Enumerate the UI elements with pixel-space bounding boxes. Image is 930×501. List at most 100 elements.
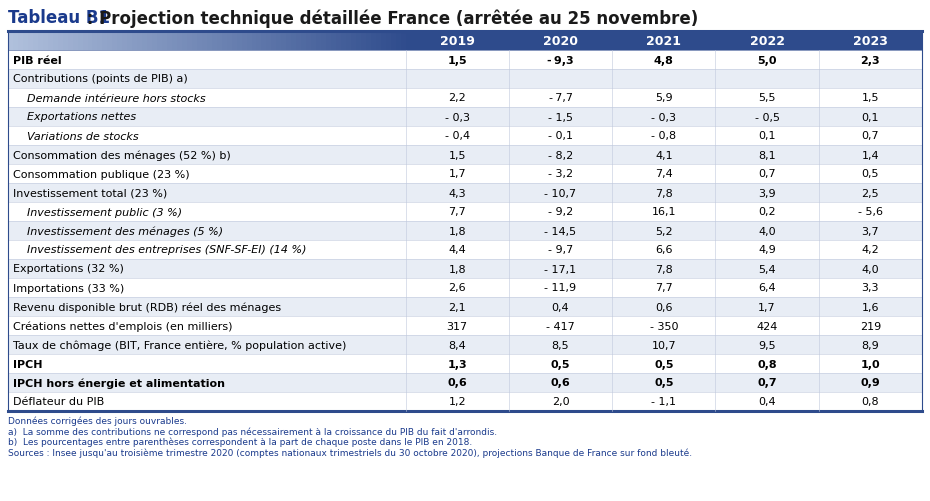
Bar [8, 32, 13, 51]
Bar [8, 127, 922, 146]
Bar [8, 184, 922, 202]
Bar [715, 32, 818, 51]
Bar [92, 32, 98, 51]
Text: 2020: 2020 [543, 35, 578, 48]
Bar [8, 51, 922, 70]
Text: - 5,6: - 5,6 [857, 207, 883, 217]
Text: Consommation des ménages (52 %) b): Consommation des ménages (52 %) b) [13, 150, 231, 160]
Bar [8, 146, 922, 165]
Text: 8,4: 8,4 [448, 340, 466, 350]
Bar [386, 32, 391, 51]
Text: 0,8: 0,8 [757, 359, 777, 369]
Text: 0,5: 0,5 [654, 378, 673, 388]
Text: - 14,5: - 14,5 [544, 226, 577, 236]
Text: Exportations nettes: Exportations nettes [27, 112, 136, 122]
Bar [331, 32, 336, 51]
Bar [13, 32, 18, 51]
Text: - 0,1: - 0,1 [548, 131, 573, 141]
Text: Investissement public (3 %): Investissement public (3 %) [27, 207, 182, 217]
Bar [127, 32, 132, 51]
Bar [217, 32, 221, 51]
Bar [276, 32, 282, 51]
Bar [8, 373, 922, 392]
Bar [38, 32, 43, 51]
Text: 3,9: 3,9 [758, 188, 776, 198]
Text: 4,8: 4,8 [654, 56, 673, 65]
Text: 0,6: 0,6 [655, 302, 672, 312]
Text: Investissement des ménages (5 %): Investissement des ménages (5 %) [27, 226, 223, 236]
Text: 8,5: 8,5 [551, 340, 569, 350]
Bar [43, 32, 47, 51]
Bar [212, 32, 217, 51]
Text: 7,8: 7,8 [655, 264, 672, 274]
Text: 2023: 2023 [853, 35, 888, 48]
Text: 1,7: 1,7 [758, 302, 776, 312]
Bar [221, 32, 227, 51]
Text: - 7,7: - 7,7 [549, 93, 573, 103]
Text: 1,0: 1,0 [860, 359, 880, 369]
Text: 4,2: 4,2 [861, 245, 879, 255]
Text: - 3,2: - 3,2 [548, 169, 573, 179]
Bar [8, 165, 922, 184]
Text: 2,6: 2,6 [448, 283, 466, 293]
Bar [113, 32, 117, 51]
Bar [509, 32, 612, 51]
Bar [147, 32, 153, 51]
Bar [301, 32, 306, 51]
Text: 8,1: 8,1 [758, 150, 776, 160]
Text: Créations nettes d'emplois (en milliers): Créations nettes d'emplois (en milliers) [13, 321, 232, 331]
Bar [138, 32, 142, 51]
Text: 3,7: 3,7 [861, 226, 879, 236]
Bar [58, 32, 62, 51]
Bar [232, 32, 236, 51]
Bar [62, 32, 68, 51]
Text: 2,1: 2,1 [448, 302, 466, 312]
Text: 7,7: 7,7 [448, 207, 466, 217]
Text: - 17,1: - 17,1 [544, 264, 577, 274]
Text: 7,4: 7,4 [655, 169, 672, 179]
Text: 1,8: 1,8 [448, 226, 466, 236]
Text: - 0,4: - 0,4 [445, 131, 470, 141]
Text: Données corrigées des jours ouvrables.: Données corrigées des jours ouvrables. [8, 416, 187, 426]
Text: 0,8: 0,8 [861, 397, 879, 407]
Text: 0,5: 0,5 [861, 169, 879, 179]
Bar [321, 32, 326, 51]
Text: 0,9: 0,9 [860, 378, 880, 388]
Text: Déflateur du PIB: Déflateur du PIB [13, 397, 104, 407]
Bar [102, 32, 107, 51]
Bar [401, 32, 405, 51]
Bar [117, 32, 123, 51]
Bar [818, 32, 922, 51]
Bar [8, 316, 922, 335]
Text: 5,5: 5,5 [758, 93, 776, 103]
Bar [612, 32, 715, 51]
Text: - 9,3: - 9,3 [547, 56, 574, 65]
Text: - 0,3: - 0,3 [651, 112, 676, 122]
Bar [326, 32, 331, 51]
Text: Variations de stocks: Variations de stocks [27, 131, 139, 141]
Bar [257, 32, 261, 51]
Bar [297, 32, 301, 51]
Bar [77, 32, 83, 51]
Text: 2021: 2021 [646, 35, 682, 48]
Text: 1,3: 1,3 [447, 359, 467, 369]
Text: - 1,1: - 1,1 [651, 397, 676, 407]
Text: - 417: - 417 [546, 321, 575, 331]
Text: 0,5: 0,5 [654, 359, 673, 369]
Bar [142, 32, 147, 51]
Text: 1,5: 1,5 [447, 56, 467, 65]
Text: 10,7: 10,7 [652, 340, 676, 350]
Text: 7,7: 7,7 [655, 283, 672, 293]
Text: 0,6: 0,6 [551, 378, 570, 388]
Text: Demande intérieure hors stocks: Demande intérieure hors stocks [27, 93, 206, 103]
Text: 317: 317 [446, 321, 468, 331]
Bar [68, 32, 73, 51]
Text: 219: 219 [859, 321, 881, 331]
Text: 0,1: 0,1 [758, 131, 776, 141]
Bar [405, 32, 509, 51]
Text: - 9,7: - 9,7 [548, 245, 573, 255]
Bar [286, 32, 291, 51]
Bar [272, 32, 276, 51]
Bar [33, 32, 38, 51]
Bar [98, 32, 102, 51]
